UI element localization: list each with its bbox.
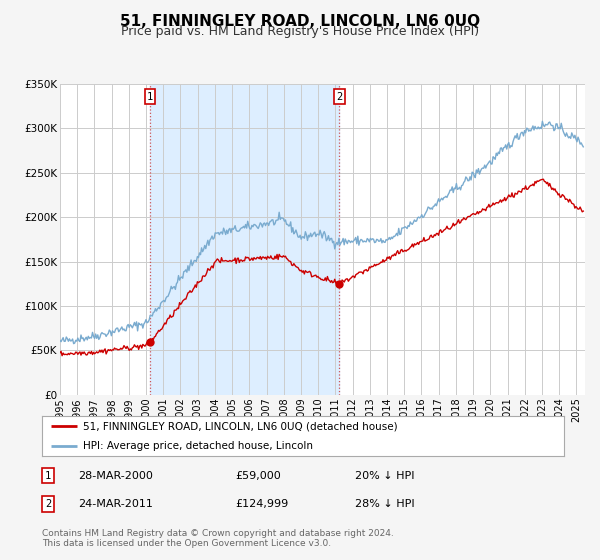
Text: £59,000: £59,000 [235,470,281,480]
Text: 51, FINNINGLEY ROAD, LINCOLN, LN6 0UQ (detached house): 51, FINNINGLEY ROAD, LINCOLN, LN6 0UQ (d… [83,421,397,431]
Text: 51, FINNINGLEY ROAD, LINCOLN, LN6 0UQ: 51, FINNINGLEY ROAD, LINCOLN, LN6 0UQ [120,14,480,29]
Text: 28-MAR-2000: 28-MAR-2000 [79,470,154,480]
Text: This data is licensed under the Open Government Licence v3.0.: This data is licensed under the Open Gov… [42,539,331,548]
Text: Contains HM Land Registry data © Crown copyright and database right 2024.: Contains HM Land Registry data © Crown c… [42,529,394,538]
Text: 1: 1 [45,470,52,480]
Text: £124,999: £124,999 [235,499,289,509]
Text: 24-MAR-2011: 24-MAR-2011 [79,499,154,509]
Text: Price paid vs. HM Land Registry's House Price Index (HPI): Price paid vs. HM Land Registry's House … [121,25,479,38]
Text: 2: 2 [45,499,52,509]
Text: 28% ↓ HPI: 28% ↓ HPI [355,499,415,509]
Bar [150,84,340,395]
Text: HPI: Average price, detached house, Lincoln: HPI: Average price, detached house, Linc… [83,441,313,451]
Text: 20% ↓ HPI: 20% ↓ HPI [355,470,415,480]
Text: 1: 1 [147,92,153,102]
Text: 2: 2 [336,92,343,102]
